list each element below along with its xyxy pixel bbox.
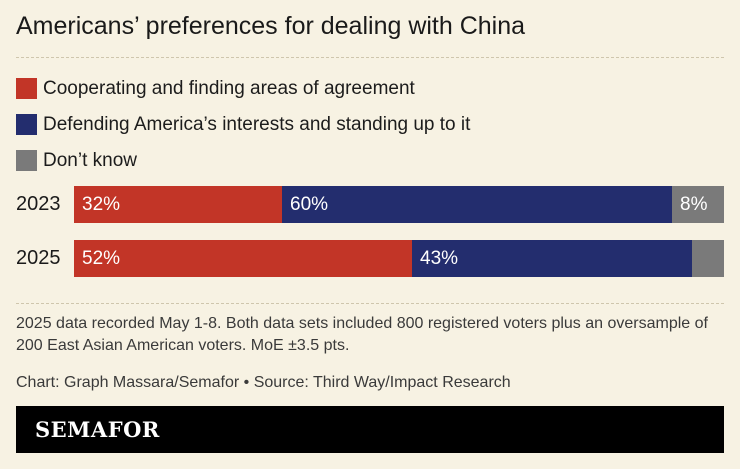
legend-item-cooperate: Cooperating and finding areas of agreeme… — [16, 75, 470, 102]
brand-logo: SEMAFOR — [35, 417, 160, 442]
bar-row-2023: 2023 32% 60% 8% — [16, 186, 724, 223]
bar-segment-dontknow — [691, 240, 724, 277]
bar-segment-defend: 43% — [412, 240, 692, 277]
legend-label-cooperate: Cooperating and finding areas of agreeme… — [43, 77, 415, 99]
data-label: 32% — [82, 194, 121, 215]
stacked-bar: 32% 60% 8% — [74, 186, 724, 223]
bar-segment-cooperate: 52% — [74, 240, 412, 277]
divider — [16, 57, 724, 58]
data-label: 43% — [420, 248, 459, 269]
divider — [16, 303, 724, 304]
legend-label-dontknow: Don’t know — [43, 149, 137, 171]
bar-rows: 2023 32% 60% 8% 2025 52% 43% — [16, 186, 724, 294]
chart-title: Americans’ preferences for dealing with … — [16, 12, 526, 40]
data-label: 60% — [290, 194, 329, 215]
bar-segment-dontknow: 8% — [672, 186, 724, 223]
stacked-bar: 52% 43% — [74, 240, 724, 277]
brand-bar: SEMAFOR — [16, 406, 724, 453]
data-label: 52% — [82, 248, 121, 269]
legend-swatch-defend — [16, 114, 37, 135]
bar-row-2025: 2025 52% 43% — [16, 240, 724, 277]
source-credit: Chart: Graph Massara/Semafor • Source: T… — [16, 374, 511, 391]
data-label: 8% — [680, 194, 708, 215]
legend-swatch-dontknow — [16, 150, 37, 171]
legend-item-dontknow: Don’t know — [16, 147, 470, 174]
bar-segment-cooperate: 32% — [74, 186, 282, 223]
bar-segment-defend: 60% — [282, 186, 672, 223]
footnote: 2025 data recorded May 1-8. Both data se… — [16, 315, 708, 354]
legend-item-defend: Defending America’s interests and standi… — [16, 111, 470, 138]
legend-swatch-cooperate — [16, 78, 37, 99]
category-label: 2025 — [16, 247, 61, 269]
legend-label-defend: Defending America’s interests and standi… — [43, 113, 471, 135]
category-label: 2023 — [16, 193, 61, 215]
legend: Cooperating and finding areas of agreeme… — [16, 75, 470, 183]
